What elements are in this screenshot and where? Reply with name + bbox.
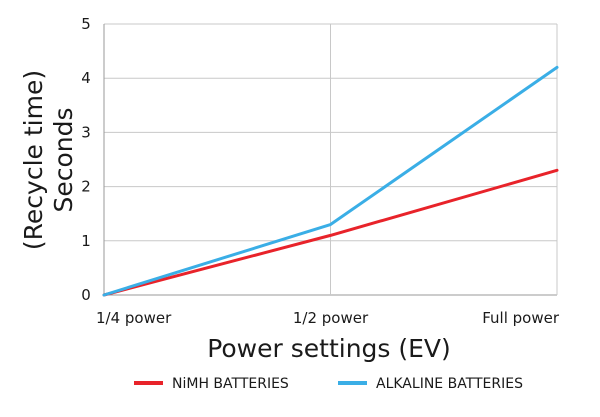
series-line-alkaline [102,65,559,297]
legend-swatch-nimh [134,381,163,385]
y-tick-label: 0 [81,286,91,304]
y-tick-label: 1 [81,232,91,250]
y-axis-title-line-1: (Recycle time) [19,70,48,250]
x-tick-label: 1/2 power [293,309,369,327]
legend-swatch-alkaline [338,381,367,385]
y-tick-label: 2 [81,178,91,196]
y-tick-labels: 0 1 2 3 4 5 [81,15,91,304]
x-axis-title: Power settings (EV) [207,334,451,363]
series-lines [102,65,559,297]
legend-label-alkaline: ALKALINE BATTERIES [376,376,523,392]
legend-label-nimh: NiMH BATTERIES [172,376,289,392]
series-line-nimh [102,168,559,297]
x-tick-labels: 1/4 power 1/2 power Full power [96,309,560,327]
grid [103,23,558,296]
x-tick-label: Full power [482,309,560,327]
y-tick-label: 5 [81,15,91,33]
y-axis-title-line-2: Seconds [49,107,78,212]
y-tick-label: 4 [81,69,91,87]
y-tick-label: 3 [81,123,91,141]
x-tick-label: 1/4 power [96,309,172,327]
legend: NiMH BATTERIES ALKALINE BATTERIES [134,376,523,392]
